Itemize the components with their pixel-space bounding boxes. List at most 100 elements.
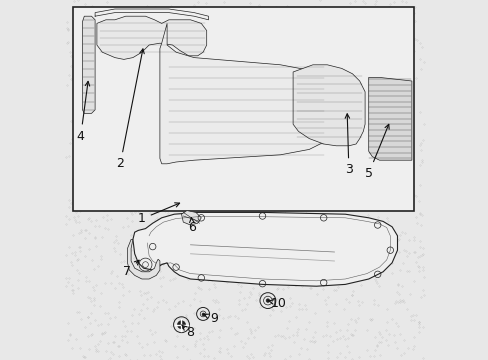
Point bbox=[304, 110, 312, 116]
Point bbox=[385, 331, 392, 337]
Point bbox=[273, 285, 281, 291]
Point bbox=[319, 333, 326, 339]
Point bbox=[297, 307, 305, 312]
Point bbox=[311, 258, 319, 264]
Point bbox=[294, 306, 302, 311]
Point bbox=[208, 223, 216, 229]
Point bbox=[418, 264, 426, 270]
Point bbox=[269, 245, 277, 251]
Point bbox=[107, 349, 115, 355]
Point bbox=[382, 121, 390, 126]
Point bbox=[309, 67, 317, 73]
Point bbox=[81, 253, 89, 259]
Point bbox=[140, 159, 148, 165]
Point bbox=[256, 257, 264, 263]
Point bbox=[278, 91, 286, 96]
Point bbox=[149, 99, 157, 104]
Point bbox=[348, 288, 356, 294]
Point bbox=[224, 148, 232, 154]
Point bbox=[153, 216, 161, 221]
Point bbox=[111, 314, 119, 320]
Point bbox=[66, 331, 74, 337]
Point bbox=[325, 5, 333, 11]
Point bbox=[270, 207, 278, 213]
Point bbox=[97, 172, 105, 177]
Point bbox=[216, 273, 224, 279]
Point bbox=[304, 108, 311, 114]
Point bbox=[348, 332, 356, 338]
Point bbox=[305, 252, 313, 257]
Point bbox=[192, 233, 200, 239]
Point bbox=[124, 123, 132, 129]
Point bbox=[103, 14, 111, 20]
Point bbox=[122, 102, 130, 108]
Point bbox=[145, 182, 153, 188]
Point bbox=[65, 204, 73, 210]
Point bbox=[154, 222, 162, 228]
Point bbox=[175, 109, 183, 115]
Point bbox=[370, 1, 378, 7]
Point bbox=[247, 231, 255, 237]
Point bbox=[166, 219, 174, 225]
Point bbox=[114, 149, 122, 155]
Point bbox=[383, 31, 390, 36]
Point bbox=[334, 104, 342, 110]
Point bbox=[114, 201, 122, 207]
Point bbox=[419, 137, 427, 143]
Point bbox=[236, 113, 244, 119]
Point bbox=[294, 175, 302, 181]
Point bbox=[265, 121, 273, 126]
Point bbox=[352, 113, 360, 119]
Point bbox=[201, 202, 209, 207]
Point bbox=[379, 188, 387, 193]
Point bbox=[175, 9, 183, 15]
Point bbox=[127, 320, 135, 326]
Point bbox=[398, 33, 406, 39]
Point bbox=[143, 289, 151, 295]
Point bbox=[119, 42, 127, 48]
Point bbox=[376, 145, 384, 151]
Point bbox=[289, 252, 297, 257]
Point bbox=[68, 250, 76, 256]
Point bbox=[200, 5, 208, 10]
Point bbox=[350, 317, 358, 323]
Point bbox=[362, 68, 369, 73]
Point bbox=[101, 225, 108, 230]
Point bbox=[374, 329, 382, 335]
Point bbox=[110, 246, 118, 251]
Point bbox=[351, 261, 359, 267]
Point bbox=[193, 246, 201, 252]
Point bbox=[277, 66, 285, 72]
Point bbox=[318, 240, 325, 246]
Point bbox=[382, 63, 389, 69]
Point bbox=[200, 335, 208, 341]
Point bbox=[127, 232, 135, 238]
Point bbox=[98, 332, 106, 337]
Point bbox=[278, 81, 286, 87]
Point bbox=[155, 59, 163, 65]
Point bbox=[289, 222, 297, 228]
Point bbox=[183, 177, 191, 183]
Point bbox=[343, 343, 350, 349]
Point bbox=[287, 175, 295, 181]
Point bbox=[85, 215, 93, 221]
Circle shape bbox=[265, 299, 269, 302]
Point bbox=[329, 287, 337, 292]
Point bbox=[375, 331, 383, 337]
Point bbox=[418, 157, 426, 162]
Point bbox=[74, 0, 81, 3]
Point bbox=[235, 289, 243, 295]
Point bbox=[334, 166, 342, 172]
Point bbox=[110, 144, 118, 150]
Point bbox=[313, 94, 321, 100]
Point bbox=[409, 48, 417, 54]
Point bbox=[113, 5, 121, 10]
Point bbox=[76, 208, 84, 214]
Point bbox=[67, 63, 75, 69]
Point bbox=[186, 357, 194, 360]
Point bbox=[315, 0, 323, 3]
Point bbox=[209, 67, 217, 73]
Point bbox=[288, 113, 296, 118]
Point bbox=[406, 313, 414, 319]
Point bbox=[394, 170, 402, 175]
